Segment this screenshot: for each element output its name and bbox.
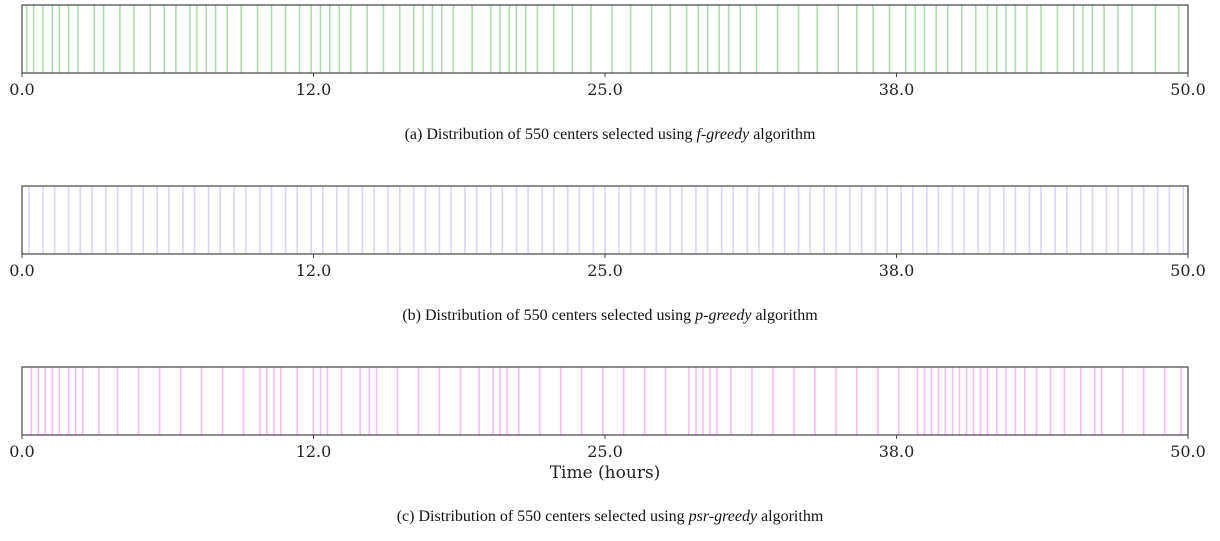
x-tick-label: 50.0: [1170, 442, 1206, 461]
x-axis-label: Time (hours): [550, 463, 661, 483]
x-tick-label: 25.0: [587, 261, 623, 280]
caption-part: algorithm: [755, 307, 818, 324]
x-tick-label: 50.0: [1170, 80, 1206, 99]
x-tick-label: 38.0: [879, 80, 915, 99]
x-tick-label: 12.0: [296, 261, 332, 280]
caption: (b) Distribution of 550 centers selected…: [402, 307, 818, 324]
x-tick-label: 38.0: [879, 261, 915, 280]
x-tick-label: 25.0: [587, 442, 623, 461]
caption: (a) Distribution of 550 centers selected…: [405, 126, 816, 143]
caption: (c) Distribution of 550 centers selected…: [397, 508, 824, 525]
caption-part: p-greedy: [694, 307, 752, 324]
caption-part: (a) Distribution of 550 centers selected…: [405, 126, 693, 143]
x-tick-label: 38.0: [879, 442, 915, 461]
x-tick-label: 12.0: [296, 80, 332, 99]
x-tick-label: 0.0: [9, 442, 34, 461]
caption-part: (b) Distribution of 550 centers selected…: [402, 307, 691, 324]
x-tick-label: 12.0: [296, 442, 332, 461]
x-tick-label: 0.0: [9, 80, 34, 99]
caption-part: algorithm: [761, 508, 824, 525]
x-tick-label: 25.0: [587, 80, 623, 99]
caption-part: psr-greedy: [688, 508, 758, 525]
plot-frame: [21, 366, 1189, 436]
x-tick-label: 50.0: [1170, 261, 1206, 280]
x-tick-label: 0.0: [9, 261, 34, 280]
caption-part: algorithm: [753, 126, 816, 143]
caption-part: (c) Distribution of 550 centers selected…: [397, 508, 685, 525]
caption-part: f-greedy: [696, 126, 750, 143]
